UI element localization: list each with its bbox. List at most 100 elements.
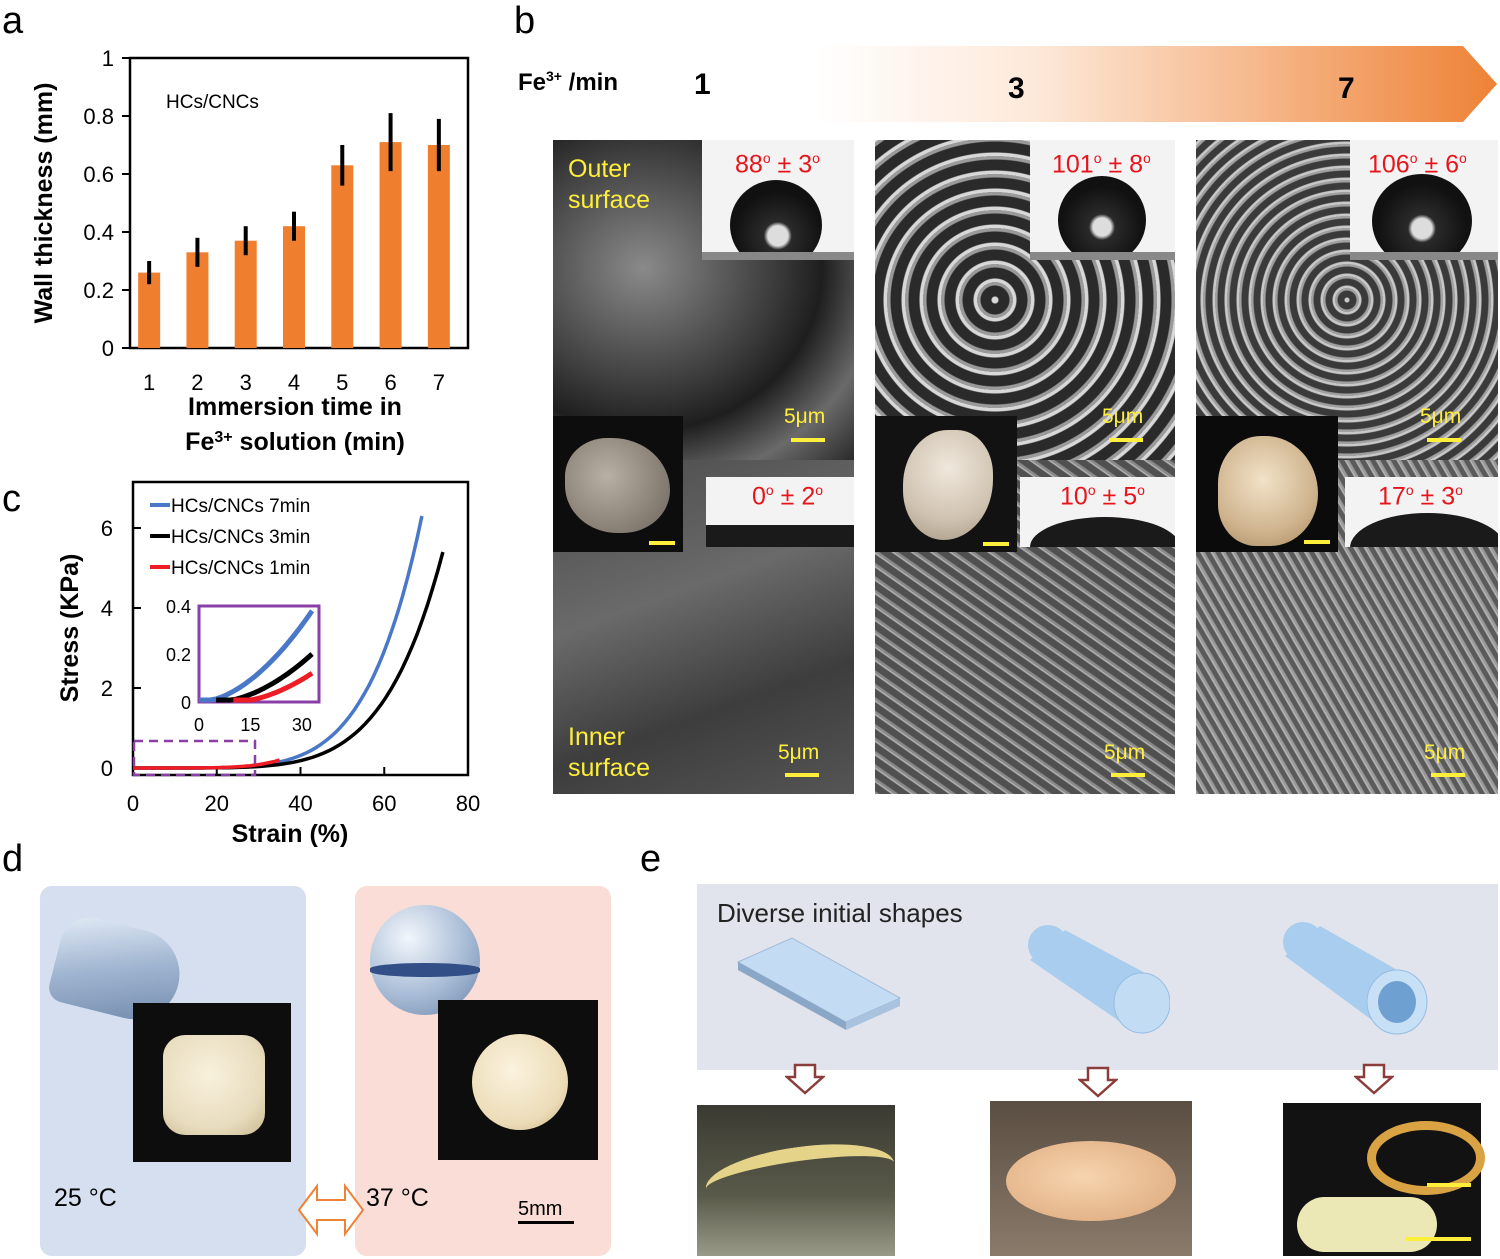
- photo-25c: [133, 1003, 291, 1162]
- y-tick-label: 4: [101, 596, 113, 621]
- x-tick-label: 7: [433, 370, 445, 395]
- x-tick-label: 3: [240, 370, 252, 395]
- x-tick-label: 6: [384, 370, 396, 395]
- contact-angle-outer-3min: [1030, 140, 1175, 260]
- inset-x-tick-label: 15: [240, 715, 260, 735]
- contact-angle-inner-7min: [1345, 477, 1498, 547]
- y-tick-label: 6: [101, 516, 113, 541]
- stress-strain-chart: 0 2 4 6 0 20 40 60 80 0 0.2 0.4 0 15 30 HCs/CNCs 7mi…: [56, 480, 480, 848]
- bar: [138, 272, 161, 348]
- y-tick-label: 0: [101, 756, 113, 781]
- time-gradient-arrow: [815, 46, 1497, 122]
- bar: [186, 252, 209, 348]
- down-arrow-icon: [785, 1063, 825, 1095]
- x-tick-label: 20: [205, 791, 229, 816]
- initial-shapes-title: Diverse initial shapes: [717, 898, 963, 928]
- y-tick-label: 0: [102, 336, 114, 361]
- panel-label-c: c: [2, 478, 21, 520]
- inner-angle-3min: 10o ± 5o: [1060, 482, 1145, 511]
- scale-5mm: 5mm: [518, 1198, 563, 1220]
- inner-angle-7min: 17o ± 3o: [1378, 482, 1463, 511]
- x-axis-label-line1: Immersion time in: [188, 393, 402, 421]
- temperature-warm: 37 °C: [366, 1184, 429, 1212]
- panel-label-d: d: [2, 838, 24, 880]
- time-label-1: 1: [694, 68, 711, 101]
- scalebar-inner-3min: [1111, 773, 1145, 777]
- contact-angle-inner-1min: [706, 477, 854, 547]
- y-tick-label: 0.6: [83, 162, 114, 187]
- iron-time-header: Fe3+ /min: [518, 68, 618, 96]
- contact-angle-outer-7min: [1350, 140, 1498, 260]
- bar: [283, 226, 305, 348]
- sample-photo-7min: [1196, 416, 1338, 552]
- scalebar-inner-7min: [1431, 773, 1465, 777]
- photo-sheet-result: [697, 1105, 899, 1256]
- wall-thickness-chart: 0 0.2 0.4 0.6 0.8 1 1 2 3 4 5 6 7 HCs/CNCs Wall thi…: [30, 46, 470, 456]
- x-tick-label: 2: [191, 370, 203, 395]
- chart-annotation: HCs/CNCs: [166, 92, 259, 113]
- inset-x-tick-label: 30: [292, 715, 312, 735]
- down-arrow-icon: [1354, 1063, 1394, 1095]
- y-tick-label: 2: [101, 676, 113, 701]
- inset-region-marker: [132, 739, 257, 777]
- scalebar-outer-7min: [1427, 438, 1461, 442]
- contact-angle-inner-3min: [1020, 477, 1175, 547]
- sphere-shape-icon: [370, 905, 480, 1015]
- scale-outer-7min: 5μm: [1420, 405, 1462, 428]
- scalebar-outer-1min: [791, 438, 825, 442]
- inset-y-tick-label: 0.2: [166, 645, 191, 665]
- x-tick-label: 4: [288, 370, 300, 395]
- rod-shape-icon: [1028, 925, 1170, 1034]
- bar: [331, 165, 354, 348]
- scale-inner-1min: 5μm: [778, 741, 820, 764]
- y-axis-label: Wall thickness (mm): [30, 83, 58, 324]
- y-tick-label: 0.4: [83, 220, 114, 245]
- time-label-7: 7: [1338, 72, 1355, 105]
- x-tick-label: 40: [288, 791, 312, 816]
- y-tick-label: 0.8: [83, 104, 114, 129]
- scale-inner-3min: 5μm: [1104, 741, 1146, 764]
- bar: [379, 142, 402, 348]
- reversible-arrow-icon: [297, 1183, 365, 1237]
- series-line: [133, 758, 281, 770]
- outer-surface-label: Outer surface: [568, 155, 650, 215]
- inset-x-tick-label: 0: [194, 715, 204, 735]
- photo-37c: [438, 1000, 598, 1160]
- y-axis-label: Stress (KPa): [56, 554, 84, 703]
- inset-y-tick-label: 0.4: [166, 597, 191, 617]
- outer-angle-3min: 101o ± 8o: [1052, 150, 1151, 179]
- tube-shape-icon: [1283, 922, 1428, 1035]
- outer-angle-1min: 88o ± 3o: [735, 150, 820, 179]
- scale-inner-7min: 5μm: [1424, 741, 1466, 764]
- y-tick-label: 0.2: [83, 278, 114, 303]
- scalebar-inner-1min: [785, 773, 819, 777]
- scalebar-outer-3min: [1109, 438, 1143, 442]
- scalebar-5mm: [518, 1221, 574, 1224]
- inner-surface-label: Inner surface: [568, 723, 650, 783]
- inner-angle-1min: 0o ± 2o: [752, 482, 824, 511]
- photo-tube-result: [1283, 1103, 1485, 1256]
- x-axis-label-line2: Fe3+ solution (min): [185, 428, 405, 456]
- inset-series-line: [216, 652, 314, 703]
- sheet-shape-icon: [736, 937, 902, 1030]
- inset-y-tick-label: 0: [181, 693, 191, 713]
- y-tick-label: 1: [102, 46, 114, 71]
- x-tick-label: 5: [336, 370, 348, 395]
- legend-entry: HCs/CNCs 1min: [171, 558, 310, 579]
- inset-frame: [197, 604, 321, 704]
- legend-entry: HCs/CNCs 3min: [171, 527, 310, 548]
- x-tick-label: 80: [456, 791, 480, 816]
- time-label-3: 3: [1008, 72, 1025, 105]
- sample-photo-1min: [553, 416, 683, 552]
- inset-series-line: [233, 671, 314, 703]
- panel-label-a: a: [2, 0, 24, 42]
- x-tick-label: 0: [127, 791, 139, 816]
- photo-rod-result: [990, 1101, 1192, 1256]
- x-axis-label: Strain (%): [232, 820, 349, 848]
- panel-label-e: e: [640, 838, 662, 880]
- outer-angle-7min: 106o ± 6o: [1368, 150, 1467, 179]
- sample-photo-3min: [875, 416, 1017, 552]
- scale-outer-1min: 5μm: [784, 405, 826, 428]
- legend-entry: HCs/CNCs 7min: [171, 496, 310, 517]
- bar: [427, 145, 450, 348]
